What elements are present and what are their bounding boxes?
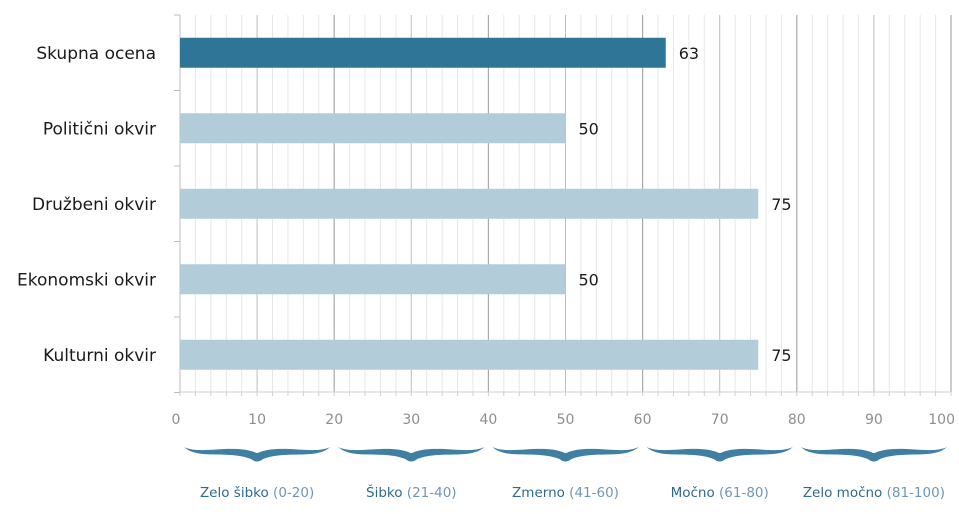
bar [180,264,566,295]
range-brace [184,447,331,462]
bar [180,188,759,219]
category-label: Družbeni okvir [32,195,156,215]
x-tick-label: 70 [711,412,729,428]
x-tick-label: 60 [634,412,652,428]
range-name: Močno [671,485,719,501]
x-axis-ticks: 0 10 20 30 40 50 60 70 80 90 100 [172,412,955,428]
range-brace [338,447,485,462]
bar [180,37,666,68]
range-values: (61-80) [719,485,769,501]
x-tick-label: 30 [402,412,420,428]
bar [180,339,759,370]
value-labels: 63 50 75 50 75 [579,44,792,365]
category-label: Skupna ocena [36,44,156,64]
range-values: (81-100) [887,485,945,501]
x-tick-label: 80 [788,412,806,428]
range-name: Zmerno [512,485,569,501]
range-values: (21-40) [407,485,457,501]
y-axis [174,14,181,393]
x-tick-label: 40 [479,412,497,428]
range-brace [646,447,793,462]
range-legend-item: Šibko (21-40) [366,483,457,501]
range-legend-item: Zelo močno (81-100) [803,485,945,501]
data-label: 75 [771,195,791,214]
range-brace [800,447,947,462]
x-tick-label: 50 [557,412,575,428]
range-name: Šibko [366,483,407,501]
category-label: Politični okvir [43,119,156,139]
x-tick-label: 0 [172,412,181,428]
x-tick-label: 100 [928,412,955,428]
range-values: (41-60) [569,485,619,501]
range-name: Zelo šibko [200,485,273,501]
range-legend: Zelo šibko (0-20) Šibko (21-40) Zmerno (41… [200,483,945,501]
x-tick-label: 90 [865,412,883,428]
range-legend-item: Zmerno (41-60) [512,485,619,501]
bar [180,113,566,144]
category-label: Ekonomski okvir [17,270,156,290]
range-name: Zelo močno [803,485,887,501]
data-label: 63 [679,44,699,63]
range-brace [492,447,639,462]
data-label: 50 [579,270,599,289]
range-values: (0-20) [273,485,314,501]
x-tick-label: 10 [248,412,266,428]
category-label: Kulturni okvir [43,346,156,366]
bars [180,37,759,370]
data-label: 75 [771,346,791,365]
range-legend-item: Močno (61-80) [671,485,769,501]
x-tick-label: 20 [325,412,343,428]
range-legend-item: Zelo šibko (0-20) [200,485,314,501]
category-labels: Skupna ocena Politični okvir Družbeni okvi… [17,44,156,366]
range-braces [184,447,947,462]
data-label: 50 [579,119,599,138]
